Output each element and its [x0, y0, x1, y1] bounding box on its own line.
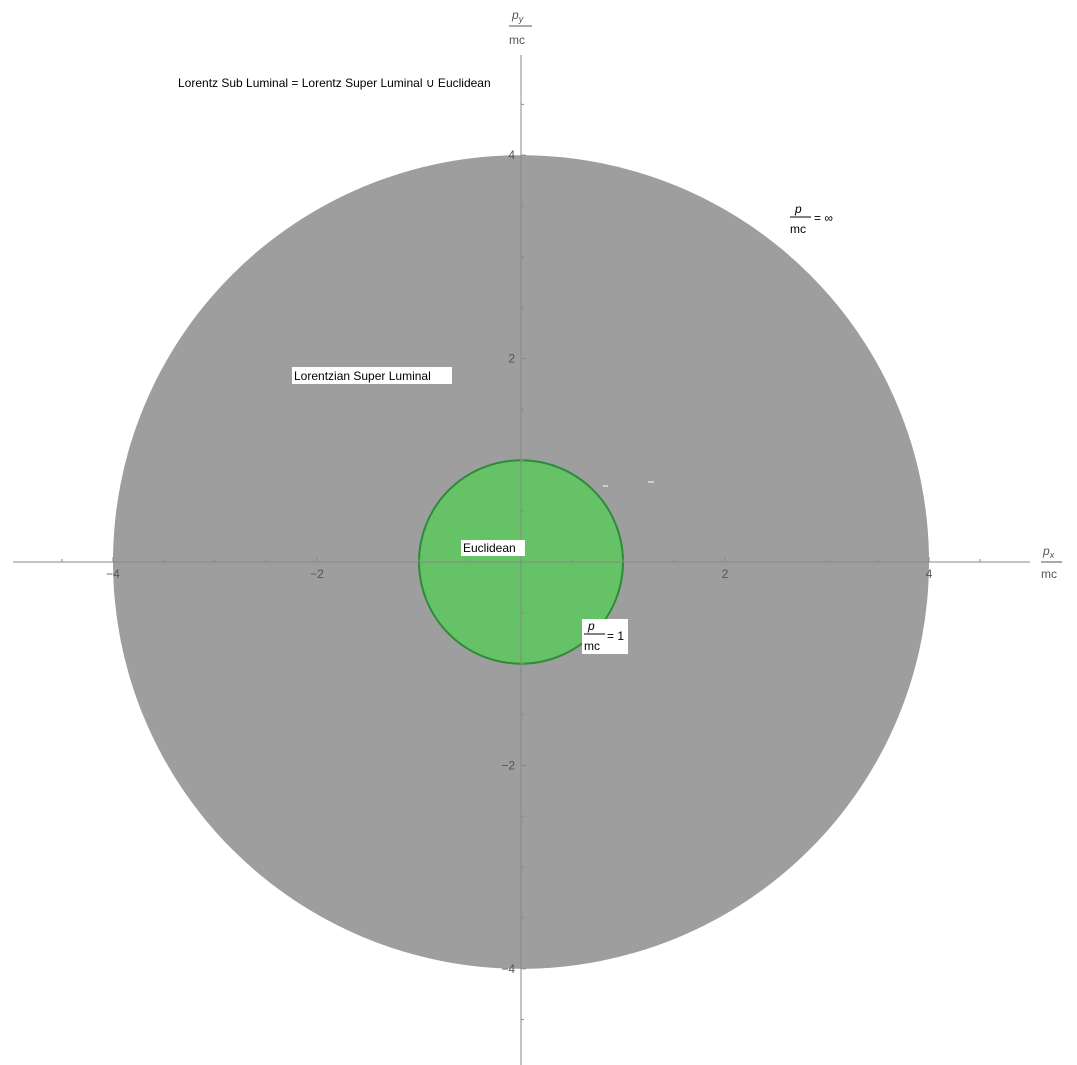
inner-annotation-den: mc	[584, 639, 600, 653]
y-axis-label: py mc	[509, 8, 532, 47]
x-axis-label: px mc	[1041, 544, 1062, 581]
inner-annotation-bg	[582, 619, 628, 654]
y-axis-label-den: mc	[509, 33, 525, 47]
inner-annotation-num: p	[587, 619, 595, 633]
x-axis-label-den: mc	[1041, 567, 1057, 581]
outer-annotation-num: p	[794, 202, 802, 216]
outer-annotation-rhs: = ∞	[814, 211, 833, 225]
super-luminal-label: Lorentzian Super Luminal	[292, 367, 452, 384]
plot-title: Lorentz Sub Luminal = Lorentz Super Lumi…	[178, 76, 491, 90]
x-tick-label: 2	[722, 567, 729, 581]
inner-annotation-rhs: = 1	[607, 629, 624, 643]
y-tick-label: −4	[501, 962, 515, 976]
euclidean-label: Euclidean	[461, 540, 525, 556]
inner-boundary-annotation: p mc = 1	[582, 619, 628, 654]
outer-boundary-annotation: p mc = ∞	[790, 202, 833, 236]
y-tick-label: 2	[508, 352, 515, 366]
x-axis-label-num: px	[1042, 544, 1055, 560]
axes-layer	[13, 55, 1030, 1065]
outer-annotation-den: mc	[790, 222, 806, 236]
y-tick-label: 4	[508, 148, 515, 162]
x-tick-label: −4	[106, 567, 120, 581]
ticks-layer: −4 −2 2 4 −4 −2 2 4	[61, 103, 981, 1021]
x-tick-label: 4	[926, 567, 933, 581]
super-luminal-label-text: Lorentzian Super Luminal	[294, 369, 431, 383]
y-tick-label: −2	[501, 758, 515, 772]
euclidean-label-bg	[461, 540, 525, 556]
super-luminal-label-bg	[292, 367, 452, 384]
y-axis-label-num: py	[511, 8, 524, 24]
euclidean-label-text: Euclidean	[463, 541, 516, 555]
x-tick-label: −2	[310, 567, 324, 581]
